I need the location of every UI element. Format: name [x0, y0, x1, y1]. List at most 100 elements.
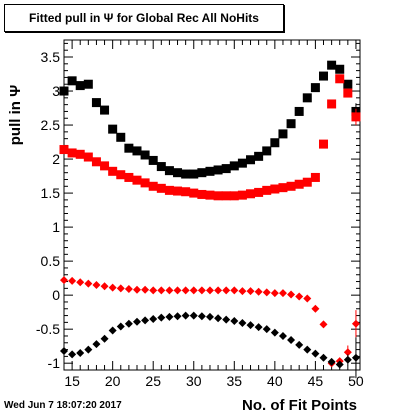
data-point-square [83, 79, 93, 89]
data-point-square [319, 71, 329, 81]
data-point-diamond [327, 357, 336, 366]
data-point-square [108, 166, 118, 176]
data-point-square [164, 166, 174, 176]
data-point-square [262, 146, 272, 156]
y-tick-label: -1 [48, 355, 61, 371]
data-point-square [286, 181, 296, 191]
x-tick-label: 35 [227, 373, 243, 389]
data-point-square [310, 172, 320, 182]
y-tick-label: 0 [52, 287, 60, 303]
data-point-square [335, 74, 345, 84]
data-point-square [197, 189, 207, 199]
chart-title: Fitted pull in Ψ for Global Rec All NoHi… [4, 4, 284, 32]
data-point-diamond [343, 355, 352, 364]
data-point-square [132, 175, 142, 185]
x-tick-label: 15 [64, 373, 80, 389]
data-points [59, 60, 361, 379]
y-tick-label: -0.5 [36, 321, 60, 337]
data-point-diamond [92, 340, 101, 349]
data-point-diamond [230, 286, 239, 295]
data-point-diamond [76, 348, 85, 357]
data-point-diamond [108, 283, 117, 292]
data-point-square [59, 145, 69, 155]
data-point-square [237, 190, 247, 200]
data-point-square [246, 155, 256, 165]
data-point-square [270, 184, 280, 194]
data-point-square [197, 168, 207, 178]
data-point-square [343, 79, 353, 89]
data-point-square [164, 185, 174, 195]
data-point-square [221, 164, 231, 174]
data-point-diamond [68, 276, 77, 285]
data-point-square [91, 157, 101, 167]
data-point-diamond [205, 312, 214, 321]
data-point-diamond [254, 323, 263, 332]
data-point-square [116, 132, 126, 142]
data-point-diamond [132, 317, 141, 326]
data-point-diamond [60, 276, 68, 285]
data-point-square [286, 119, 296, 129]
data-point-diamond [141, 316, 150, 325]
data-point-diamond [351, 319, 360, 328]
x-tick-label: 45 [308, 373, 324, 389]
data-point-diamond [351, 353, 360, 362]
data-point-diamond [214, 286, 223, 295]
data-point-diamond [303, 345, 312, 354]
tick-labels: 15 20 25 30 35 40 45 50 -1 -0.5 0 0.5 1 1.5 2 2.5 3 3.5 [36, 49, 364, 389]
data-point-square [213, 191, 223, 201]
data-point-square [302, 93, 312, 103]
data-point-diamond [116, 322, 125, 331]
data-point-diamond [108, 326, 117, 335]
data-point-square [221, 191, 231, 201]
data-point-diamond [60, 346, 68, 355]
data-point-diamond [262, 325, 271, 334]
x-tick-label: 50 [348, 373, 364, 389]
data-point-square [67, 76, 77, 86]
x-tick-label: 40 [267, 373, 283, 389]
data-point-diamond [197, 312, 206, 321]
data-point-square [294, 179, 304, 189]
data-point-square [181, 169, 191, 179]
y-axis-label: pull in Ψ [7, 85, 24, 145]
data-point-square [351, 112, 361, 122]
data-point-square [254, 151, 264, 161]
data-point-square [327, 60, 337, 70]
data-point-diamond [319, 320, 328, 329]
data-point-square [100, 105, 110, 115]
data-point-square [262, 185, 272, 195]
data-point-square [189, 188, 199, 198]
y-tick-label: 2.5 [41, 117, 61, 133]
data-point-square [189, 169, 199, 179]
data-point-diamond [295, 340, 304, 349]
timestamp: Wed Jun 7 18:07:20 2017 [4, 400, 122, 411]
data-point-diamond [189, 311, 198, 320]
data-point-square [213, 165, 223, 175]
data-point-diamond [84, 279, 93, 288]
data-point-square [335, 64, 345, 74]
data-point-square [173, 168, 183, 178]
data-point-square [237, 158, 247, 168]
x-tick-label: 30 [186, 373, 202, 389]
data-point-diamond [165, 286, 174, 295]
y-tick-label: 0.5 [41, 253, 61, 269]
data-point-square [148, 155, 158, 165]
data-point-diamond [92, 280, 101, 289]
y-tick-label: 1 [52, 219, 60, 235]
data-point-diamond [141, 285, 150, 294]
data-point-diamond [124, 285, 133, 294]
data-point-diamond [278, 331, 287, 340]
data-point-diamond [270, 328, 279, 337]
data-point-square [278, 129, 288, 139]
data-point-diamond [278, 289, 287, 298]
data-point-square [140, 150, 150, 160]
data-point-square [156, 183, 166, 193]
data-point-diamond [319, 353, 328, 362]
data-point-diamond [222, 286, 231, 295]
data-point-square [67, 148, 77, 158]
data-point-square [205, 190, 215, 200]
data-point-square [83, 152, 93, 162]
data-point-square [310, 83, 320, 93]
x-axis-label: No. of Fit Points [242, 397, 357, 414]
data-point-diamond [254, 287, 263, 296]
